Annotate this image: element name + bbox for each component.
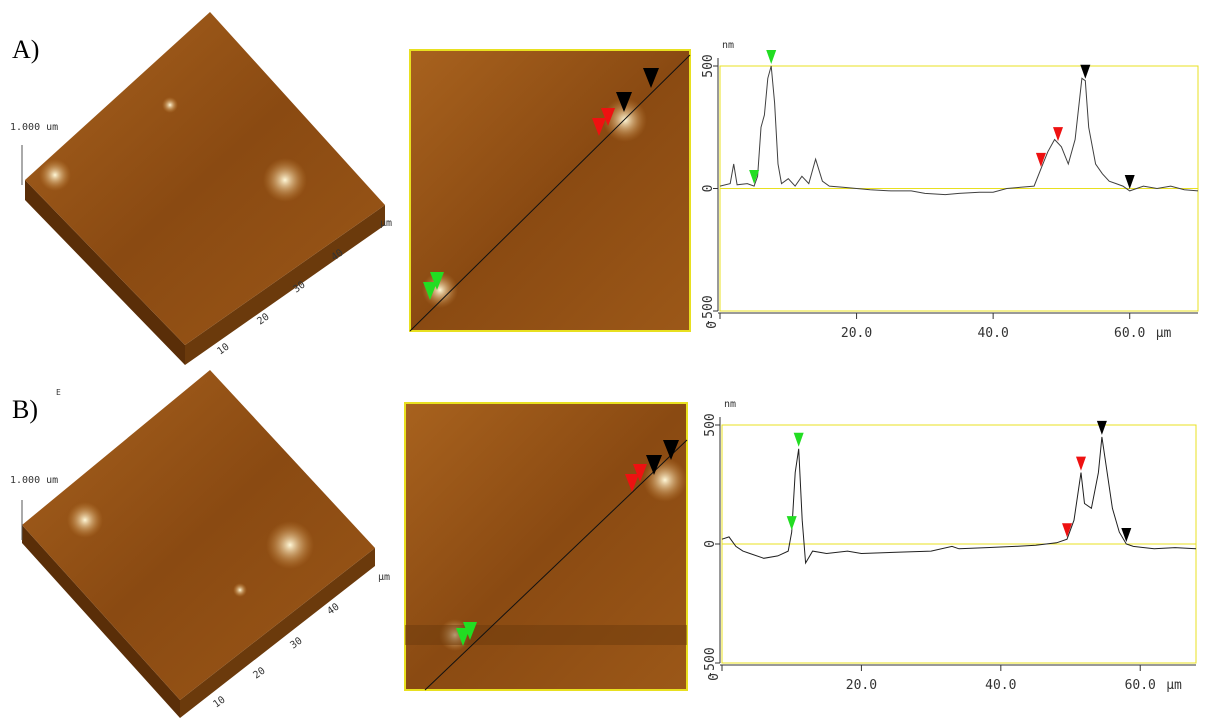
x-tick-label: 40.0 <box>977 326 1008 341</box>
surface-tick-label: 40 <box>325 602 341 618</box>
cursor-marker <box>1075 456 1086 471</box>
y-tick-label: -500 <box>703 647 718 678</box>
x-tick-label: 0 <box>705 321 720 329</box>
image-b <box>404 402 688 691</box>
x-tick-label: 20.0 <box>841 326 872 341</box>
cursor-marker <box>1124 174 1135 189</box>
y-unit: nm <box>724 399 736 410</box>
y-tick-label: -500 <box>701 295 716 326</box>
cursor-marker <box>1053 127 1064 142</box>
cursor-marker <box>793 432 804 447</box>
panel-label: A) <box>12 35 39 64</box>
x-tick-label: 60.0 <box>1114 326 1145 341</box>
cursor-marker <box>749 170 760 185</box>
x-tick-label: 0 <box>707 673 722 681</box>
surface-tick-label: 20 <box>251 666 267 682</box>
panel-label: B) <box>12 395 38 424</box>
surface-tick-label: 30 <box>288 636 304 652</box>
cursor-marker <box>1096 420 1107 435</box>
cursor-marker <box>1121 528 1132 542</box>
x-tick-label: 60.0 <box>1125 678 1156 693</box>
cursor-marker <box>1080 64 1091 79</box>
corner-label: E <box>56 388 61 397</box>
cursor-marker <box>1035 152 1046 167</box>
x-tick-label: 20.0 <box>846 678 877 693</box>
surface-tick-label: 10 <box>211 695 227 711</box>
surface-unit: μm <box>380 218 392 229</box>
image-a <box>409 49 691 332</box>
surface-a <box>21 12 385 365</box>
x-unit: μm <box>1156 326 1172 341</box>
cursor-marker <box>1062 523 1073 538</box>
y-tick-label: 0 <box>703 540 718 548</box>
x-unit: μm <box>1166 678 1182 693</box>
surface-unit: μm <box>378 572 390 583</box>
surface-b <box>21 370 375 718</box>
x-tick-label: 40.0 <box>985 678 1016 693</box>
surface-tick-label: 10 <box>215 342 231 358</box>
scale-label: 1.000 um <box>10 475 58 486</box>
cursor-marker <box>766 50 777 64</box>
y-tick-label: 500 <box>703 413 718 436</box>
y-tick-label: 0 <box>701 185 716 193</box>
cursor-marker <box>786 516 797 531</box>
profile-line <box>721 436 1197 565</box>
y-tick-label: 500 <box>701 54 716 77</box>
y-unit: nm <box>722 40 734 51</box>
profile-line <box>719 65 1199 196</box>
scale-label: 1.000 um <box>10 122 58 133</box>
